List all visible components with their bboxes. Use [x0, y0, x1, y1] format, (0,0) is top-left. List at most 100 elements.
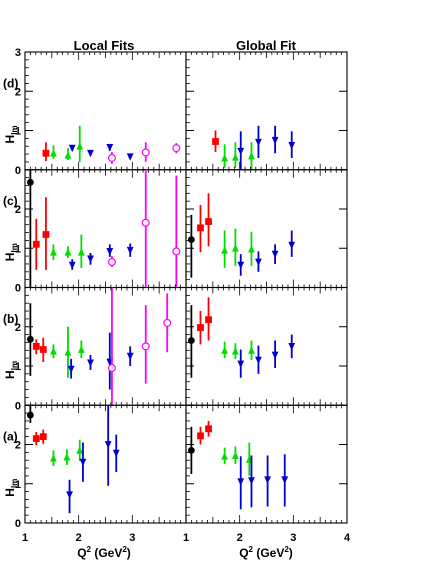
- data-point-blue: [237, 349, 245, 378]
- marker: [197, 324, 204, 331]
- marker: [87, 149, 94, 158]
- data-point-blue: [126, 243, 134, 257]
- x-tick-label: 3: [129, 532, 135, 544]
- data-point-green: [50, 344, 57, 359]
- x-tick-label: 3: [290, 532, 296, 544]
- panel-label: (c): [3, 194, 18, 208]
- panel-frame-local: [24, 169, 187, 289]
- x-tick-label: 4: [344, 532, 351, 544]
- data-point-green: [50, 145, 57, 159]
- data-point-magenta: [107, 287, 116, 406]
- marker: [197, 224, 204, 232]
- panel-frame-global: [185, 404, 348, 524]
- marker: [264, 476, 271, 484]
- marker: [197, 432, 204, 440]
- y-tick-label: 0: [15, 400, 21, 412]
- data-point-red: [32, 218, 40, 270]
- data-point-blue: [288, 230, 296, 257]
- data-point-magenta: [141, 305, 150, 384]
- marker: [76, 142, 84, 150]
- y-tick-label: 0: [15, 283, 21, 295]
- marker: [66, 491, 73, 499]
- data-point-red: [205, 297, 212, 341]
- data-point-magenta: [141, 142, 150, 162]
- data-point-green: [50, 450, 57, 467]
- x-axis: 1 2 3 2 3 4 1: [22, 532, 351, 544]
- data-point-blue: [106, 143, 114, 152]
- data-point-black: [187, 214, 195, 278]
- marker: [42, 231, 50, 238]
- data-point-blue: [271, 244, 279, 264]
- marker: [32, 240, 40, 248]
- data-point-blue: [288, 334, 296, 359]
- data-point-green: [76, 125, 84, 162]
- marker: [255, 258, 262, 266]
- y-tick-label: 1: [15, 361, 21, 373]
- data-point-magenta: [107, 256, 116, 268]
- marker: [141, 342, 150, 351]
- data-point-blue: [126, 153, 134, 161]
- y-axis-title: HIm: [3, 361, 19, 379]
- x-tick-label: 1: [183, 532, 189, 544]
- data-point-blue: [67, 358, 75, 379]
- marker: [77, 345, 85, 353]
- marker: [32, 342, 40, 350]
- data-point-red: [32, 431, 40, 446]
- marker: [221, 452, 229, 460]
- y-tick-label: 2: [15, 440, 21, 452]
- data-point-blue: [68, 259, 76, 270]
- marker: [106, 143, 114, 152]
- y-tick-label: 0: [15, 518, 21, 530]
- data-point-green: [248, 231, 255, 266]
- data-point-green: [221, 144, 229, 168]
- marker: [288, 342, 296, 351]
- marker: [205, 425, 212, 433]
- data-point-red: [205, 420, 212, 437]
- data-point-black: [187, 305, 195, 378]
- data-point-magenta: [172, 143, 181, 154]
- marker: [248, 245, 255, 253]
- data-point-green: [77, 234, 85, 268]
- data-point-blue: [281, 454, 289, 507]
- data-point-blue: [106, 244, 114, 257]
- data-point-red: [42, 142, 50, 162]
- data-point-blue: [126, 346, 134, 366]
- marker: [64, 348, 72, 356]
- y-tick-label: 0: [15, 165, 21, 177]
- marker: [107, 363, 116, 372]
- data-point-red: [197, 311, 204, 345]
- data-point-green: [231, 446, 239, 465]
- data-point-red: [32, 339, 40, 355]
- data-point-blue: [87, 355, 94, 370]
- data-point-green: [221, 230, 229, 268]
- marker: [271, 250, 279, 259]
- marker: [221, 153, 229, 162]
- marker: [163, 318, 172, 327]
- data-point-blue: [68, 144, 76, 153]
- data-point-green: [50, 244, 57, 261]
- y-axis-title: HIm: [3, 125, 19, 143]
- data-point-blue: [255, 251, 262, 272]
- data-point-red: [39, 429, 47, 444]
- y-axis-title: HIm: [3, 243, 19, 261]
- data-point-green: [231, 142, 239, 168]
- x-tick-label: 1: [22, 532, 28, 544]
- data-point-green: [231, 343, 239, 359]
- panel-frame-local: [24, 404, 187, 524]
- marker: [87, 359, 94, 367]
- marker: [42, 149, 50, 157]
- marker: [248, 346, 255, 354]
- data-point-green: [64, 148, 72, 160]
- marker: [104, 441, 112, 449]
- marker: [68, 261, 76, 270]
- y-tick-label: 1: [15, 479, 21, 491]
- data-point-green: [64, 326, 72, 378]
- marker: [281, 476, 289, 484]
- marker: [221, 246, 229, 254]
- data-point-green: [221, 341, 229, 359]
- marker: [187, 236, 195, 244]
- data-point-green: [248, 142, 255, 170]
- data-point-red: [197, 205, 204, 253]
- x-axis-title-right: Q2 (GeV2): [239, 545, 293, 560]
